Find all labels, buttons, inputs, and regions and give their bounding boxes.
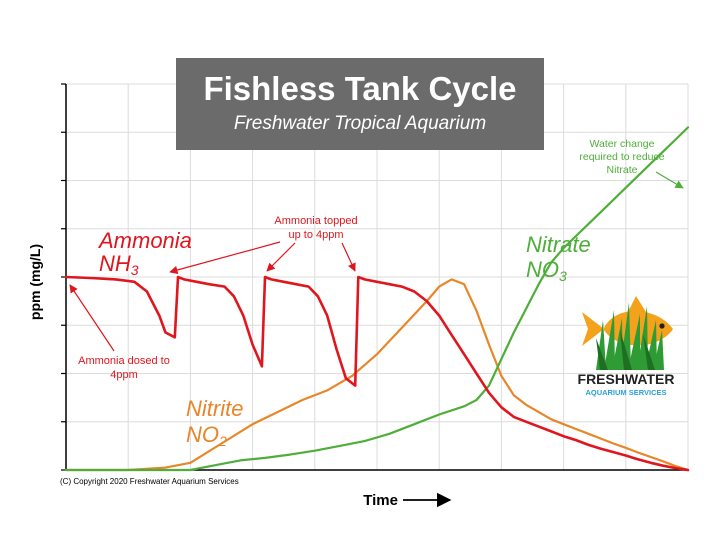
water-annotation-line1: Water change [590, 138, 655, 150]
ammonia-name-label: Ammonia [97, 228, 192, 253]
topped-annotation-line2: up to 4ppm [288, 229, 343, 241]
topped-arrow-1 [169, 241, 281, 275]
title-box [176, 58, 544, 150]
logo-text-line1: FRESHWATER [578, 371, 675, 387]
chart-subtitle: Freshwater Tropical Aquarium [234, 113, 486, 134]
topped-arrow-2 [266, 242, 296, 272]
chart-title: Fishless Tank Cycle [203, 70, 516, 107]
dosed-annotation-line2: 4ppm [110, 369, 138, 381]
water-annotation-line3: Nitrate [607, 164, 638, 176]
copyright-text: (C) Copyright 2020 Freshwater Aquarium S… [60, 477, 239, 486]
topped-arrow-3 [341, 242, 356, 272]
topped-annotation-line1: Ammonia topped [274, 215, 357, 227]
series-lines [64, 126, 690, 472]
nitrate-formula-label: NO3 [526, 257, 567, 284]
y-axis-label: ppm (mg/L) [27, 244, 43, 320]
nitrite-formula-label: NO2 [186, 422, 227, 449]
nitrate-series-line [64, 126, 690, 472]
nitrite-name-label: Nitrite [186, 396, 243, 421]
logo-text-line2: AQUARIUM SERVICES [585, 388, 666, 397]
dosed-annotation-line1: Ammonia dosed to [78, 355, 170, 367]
water-arrow [655, 171, 684, 189]
ammonia-series-line [64, 275, 690, 472]
nitrate-name-label: Nitrate [526, 232, 591, 257]
dosed-arrow [69, 284, 115, 352]
water-annotation-line2: required to reduce [579, 151, 664, 163]
y-axis-ticks [61, 83, 66, 471]
nitrite-series-line [64, 278, 690, 472]
fish-in-plants-icon [582, 296, 673, 370]
x-axis-label: Time [363, 492, 398, 509]
ammonia-formula-label: NH3 [99, 251, 139, 278]
